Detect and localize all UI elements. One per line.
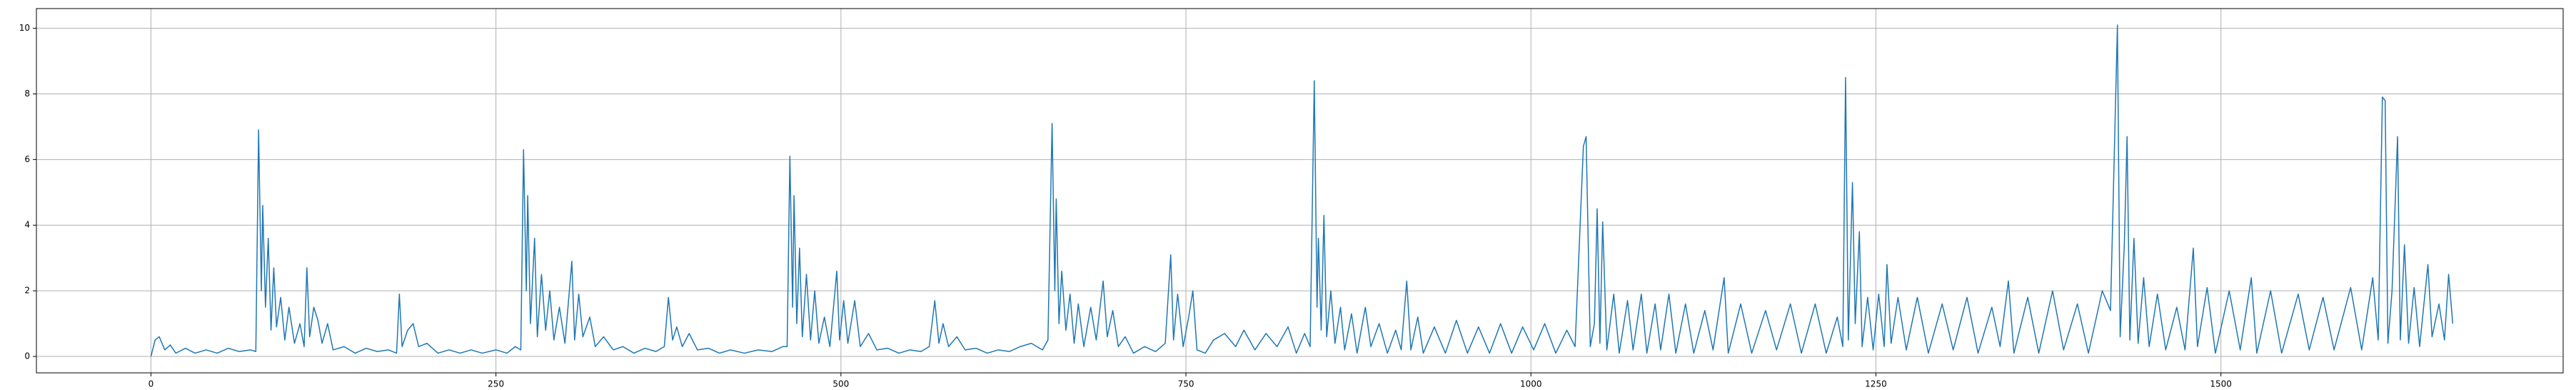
x-tick-label: 1250 [1865,379,1887,389]
y-tick-label: 10 [19,23,30,33]
plot-area [36,9,2563,373]
x-tick-label: 1000 [1520,379,1542,389]
x-tick-label: 500 [832,379,849,389]
x-tick-label: 750 [1178,379,1194,389]
x-tick-label: 0 [149,379,154,389]
y-tick-label: 4 [24,220,30,230]
data-line [150,24,2454,357]
plot-frame [36,8,2564,374]
y-tick-label: 0 [24,351,30,361]
y-tick-label: 6 [24,154,30,164]
x-tick-label: 250 [488,379,504,389]
y-tick-label: 2 [24,286,30,296]
x-tick-label: 1500 [2210,379,2232,389]
y-tick-label: 8 [24,89,30,99]
